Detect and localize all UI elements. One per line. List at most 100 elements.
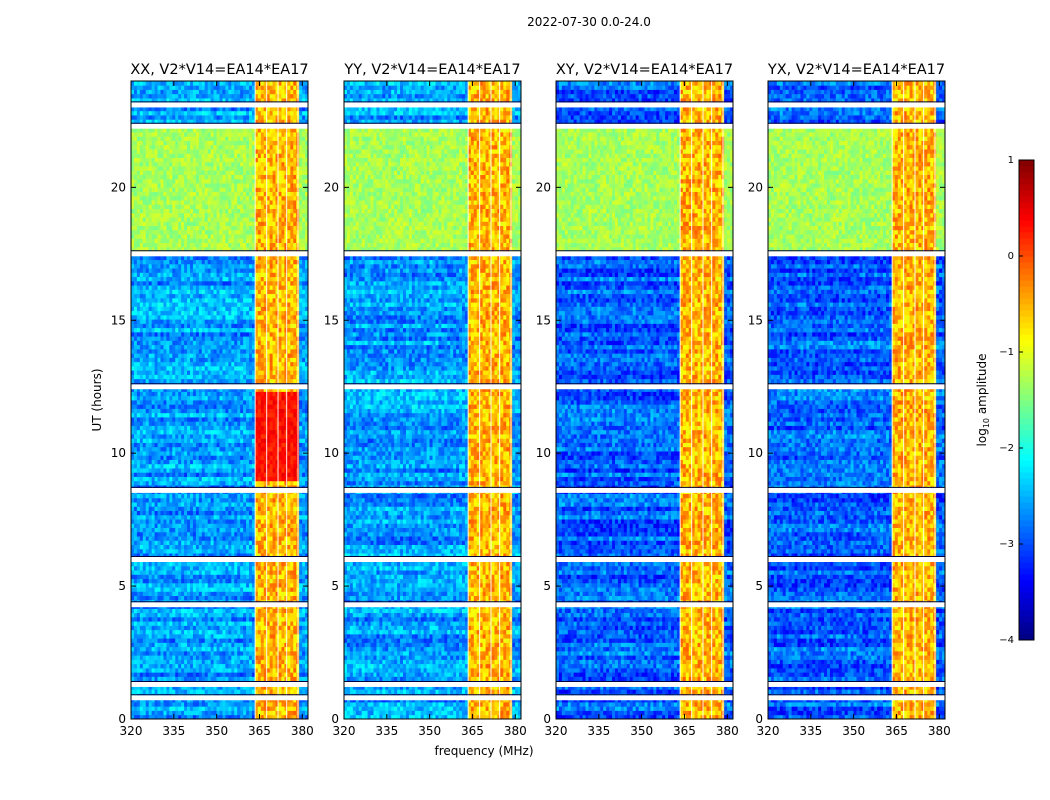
heatmap-cell bbox=[299, 378, 303, 384]
heatmap-cell bbox=[192, 625, 197, 631]
heatmap-cell bbox=[169, 672, 173, 677]
heatmap-cell bbox=[148, 650, 153, 656]
heatmap-cell bbox=[166, 650, 170, 656]
heatmap-cell bbox=[287, 591, 291, 597]
heatmap-cell bbox=[131, 417, 135, 422]
heatmap-cell bbox=[305, 510, 309, 516]
heatmap-cell bbox=[305, 468, 309, 473]
heatmap-cell bbox=[178, 646, 182, 652]
heatmap-cell bbox=[305, 616, 309, 622]
heatmap-cell bbox=[210, 434, 214, 439]
heatmap-cell bbox=[192, 646, 197, 652]
heatmap-cell bbox=[195, 434, 200, 439]
heatmap-cell bbox=[225, 459, 229, 465]
heatmap-cell bbox=[157, 361, 161, 367]
heatmap-cell bbox=[216, 421, 220, 426]
heatmap-cell bbox=[249, 417, 253, 422]
heatmap-cell bbox=[222, 536, 226, 541]
heatmap-cell bbox=[260, 553, 265, 558]
heatmap-cell bbox=[275, 425, 279, 431]
heatmap-cell bbox=[192, 510, 197, 516]
heatmap-cell bbox=[172, 476, 176, 482]
heatmap-cell bbox=[293, 472, 297, 477]
heatmap-cell bbox=[299, 434, 303, 439]
heatmap-cell bbox=[302, 667, 306, 673]
heatmap-cell bbox=[231, 574, 235, 580]
heatmap-cell bbox=[302, 676, 306, 682]
heatmap-cell bbox=[145, 370, 150, 375]
heatmap-cell bbox=[249, 548, 253, 554]
heatmap-cell bbox=[175, 565, 179, 571]
heatmap-cell bbox=[305, 672, 309, 677]
heatmap-cell bbox=[299, 642, 303, 648]
heatmap-cell bbox=[133, 710, 138, 716]
heatmap-cell bbox=[131, 425, 135, 431]
heatmap-cell bbox=[275, 446, 279, 452]
heatmap-cell bbox=[237, 446, 241, 452]
heatmap-cell bbox=[148, 595, 153, 601]
heatmap-cell bbox=[198, 510, 203, 516]
heatmap-cell bbox=[178, 638, 182, 643]
heatmap-cell bbox=[157, 561, 161, 567]
heatmap-cell bbox=[299, 574, 303, 580]
heatmap-cell bbox=[293, 531, 297, 537]
heatmap-cell bbox=[260, 646, 265, 652]
heatmap-cell bbox=[184, 553, 188, 558]
heatmap-cell bbox=[213, 497, 217, 503]
heatmap-cell bbox=[299, 684, 303, 690]
heatmap-cell bbox=[192, 493, 197, 499]
heatmap-cell bbox=[231, 378, 235, 384]
heatmap-cell bbox=[181, 455, 185, 460]
heatmap-cell bbox=[201, 378, 206, 384]
heatmap-cell bbox=[225, 595, 229, 601]
heatmap-cell bbox=[187, 451, 191, 456]
heatmap-cell bbox=[287, 459, 291, 465]
heatmap-cell bbox=[305, 540, 309, 546]
heatmap-cell bbox=[269, 442, 273, 448]
heatmap-cell bbox=[231, 442, 235, 448]
heatmap-cell bbox=[160, 621, 164, 626]
heatmap-cell bbox=[287, 582, 291, 588]
heatmap-cell bbox=[181, 561, 185, 567]
heatmap-cell bbox=[281, 676, 285, 682]
heatmap-cell bbox=[269, 404, 273, 409]
heatmap-cell bbox=[240, 582, 244, 588]
heatmap-cell bbox=[133, 417, 138, 422]
heatmap-cell bbox=[139, 710, 144, 716]
heatmap-cell bbox=[243, 612, 247, 618]
heatmap-cell bbox=[163, 442, 167, 448]
heatmap-cell bbox=[290, 510, 294, 516]
heatmap-cell bbox=[287, 689, 291, 694]
heatmap-cell bbox=[275, 612, 279, 618]
heatmap-cell bbox=[181, 417, 185, 422]
heatmap-cell bbox=[272, 408, 276, 414]
heatmap-cell bbox=[234, 672, 238, 677]
heatmap-cell bbox=[228, 587, 232, 592]
heatmap-cell bbox=[187, 527, 191, 533]
heatmap-cell bbox=[136, 714, 141, 720]
heatmap-cell bbox=[299, 616, 303, 622]
heatmap-cell bbox=[166, 710, 170, 716]
heatmap-cell bbox=[136, 638, 141, 643]
heatmap-cell bbox=[237, 689, 241, 694]
heatmap-cell bbox=[210, 544, 214, 550]
heatmap-cell bbox=[198, 523, 203, 528]
heatmap-cell bbox=[175, 412, 179, 418]
heatmap-cell bbox=[290, 565, 294, 571]
heatmap-cell bbox=[290, 514, 294, 520]
heatmap-cell bbox=[166, 374, 170, 380]
heatmap-cell bbox=[148, 361, 153, 367]
heatmap-cell bbox=[231, 582, 235, 588]
heatmap-cell bbox=[172, 684, 176, 690]
heatmap-cell bbox=[299, 701, 303, 707]
heatmap-cell bbox=[237, 714, 241, 720]
heatmap-cell bbox=[278, 468, 282, 473]
heatmap-cell bbox=[278, 442, 282, 448]
heatmap-cell bbox=[175, 629, 179, 635]
heatmap-cell bbox=[145, 434, 150, 439]
heatmap-cell bbox=[269, 531, 273, 537]
heatmap-cell bbox=[142, 582, 147, 588]
heatmap-cell bbox=[290, 421, 294, 426]
heatmap-cell bbox=[204, 591, 209, 597]
heatmap-cell bbox=[190, 684, 194, 690]
